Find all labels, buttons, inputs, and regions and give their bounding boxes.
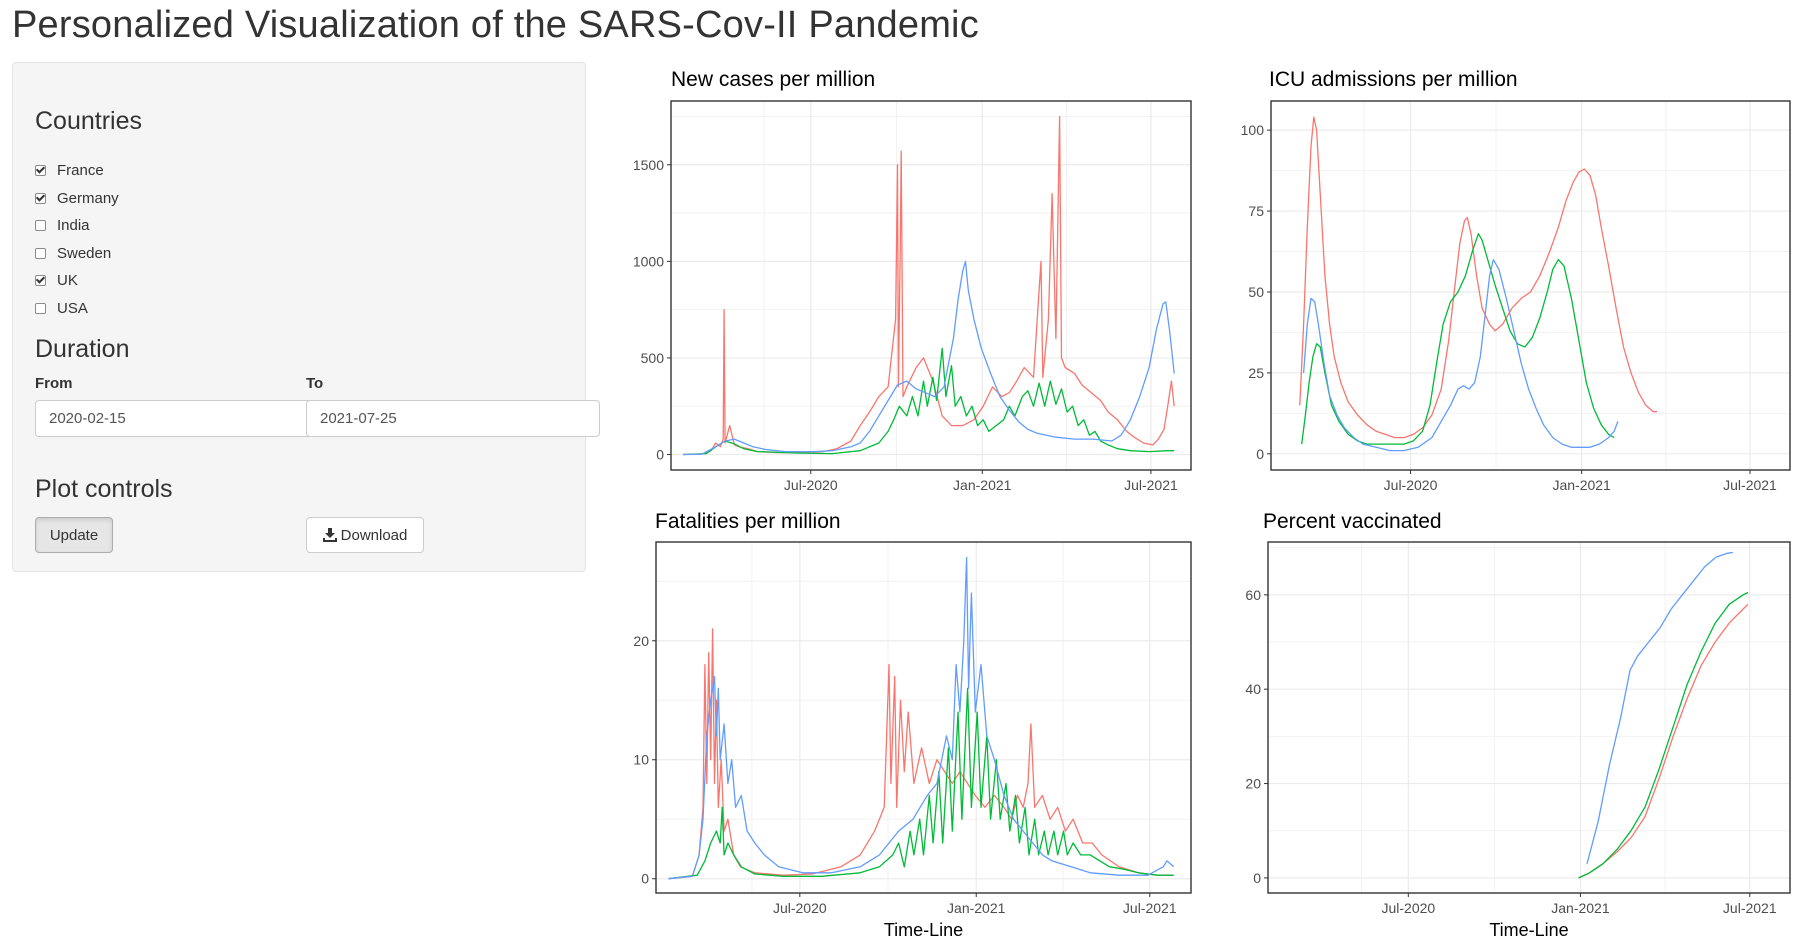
- country-label-usa: USA: [57, 299, 88, 317]
- chart-title: ICU admissions per million: [1269, 68, 1518, 91]
- download-button-label: Download: [340, 526, 408, 544]
- series-line-uk: [1586, 551, 1734, 864]
- y-tick-label: 40: [1245, 681, 1261, 697]
- country-checkbox-sweden[interactable]: Sweden: [35, 243, 111, 263]
- chart-title: Percent vaccinated: [1263, 510, 1442, 533]
- country-checkbox-germany[interactable]: Germany: [35, 188, 119, 208]
- y-tick-label: 20: [1245, 776, 1261, 792]
- x-tick-label: Jul-2020: [784, 477, 838, 493]
- checkbox-france[interactable]: [35, 164, 46, 176]
- from-date-input[interactable]: [35, 400, 329, 437]
- series-line-germany: [1301, 233, 1615, 445]
- country-checkbox-uk[interactable]: UK: [35, 270, 78, 290]
- y-tick-label: 1000: [633, 253, 664, 269]
- country-checkbox-india[interactable]: India: [35, 215, 90, 235]
- from-date-label: From: [35, 375, 73, 392]
- y-tick-label: 0: [1253, 870, 1261, 886]
- y-tick-label: 10: [633, 752, 649, 768]
- series-line-france: [683, 115, 1175, 456]
- x-tick-label: Jul-2021: [1723, 477, 1777, 493]
- series-line-uk: [668, 556, 1175, 880]
- country-label-germany: Germany: [57, 189, 119, 207]
- y-tick-label: 75: [1248, 203, 1264, 219]
- country-checkbox-usa[interactable]: USA: [35, 298, 88, 318]
- y-tick-label: 0: [641, 871, 649, 887]
- chart-fatalities: 0 10 20 Jul-2020 Jan-2021 Jul-2021 Fatalities …: [633, 510, 1192, 940]
- plot-border: [1267, 541, 1791, 894]
- chart-icu-admissions: 0 25 50 75 100 Jul-2020 Jan-2021 Jul-2021 ICU ad…: [1241, 68, 1791, 493]
- plot-border: [1270, 100, 1791, 471]
- country-label-sweden: Sweden: [57, 244, 112, 262]
- sidebar-panel: Countries France Germany India Sweden UK…: [12, 62, 600, 572]
- series-line-germany: [683, 347, 1175, 456]
- y-tick-label: 20: [633, 633, 649, 649]
- x-tick-label: Jul-2020: [1381, 900, 1435, 916]
- series-line-france: [668, 628, 1174, 880]
- x-tick-label: Jan-2021: [1551, 900, 1610, 916]
- y-tick-label: 1500: [633, 157, 664, 173]
- chart-title: New cases per million: [671, 68, 875, 91]
- plot-background: [671, 101, 1191, 470]
- x-tick-label: Jul-2021: [1124, 477, 1178, 493]
- y-tick-label: 100: [1241, 122, 1265, 138]
- plot-background: [1271, 101, 1790, 470]
- country-label-france: France: [57, 161, 104, 179]
- series-line-uk: [1302, 258, 1619, 452]
- update-button[interactable]: Update: [35, 517, 113, 553]
- plot-controls-section-title: Plot controls: [35, 475, 173, 503]
- country-label-uk: UK: [57, 271, 78, 289]
- series-line-uk: [683, 260, 1175, 456]
- x-tick-label: Jan-2021: [953, 477, 1012, 493]
- checkbox-germany[interactable]: [35, 192, 46, 204]
- x-axis-label: Time-Line: [884, 920, 963, 940]
- country-checkbox-france[interactable]: France: [35, 160, 104, 180]
- x-axis-label: Time-Line: [1489, 920, 1568, 940]
- x-tick-label: Jul-2020: [1384, 477, 1438, 493]
- y-tick-label: 0: [1256, 446, 1264, 462]
- y-tick-label: 50: [1248, 284, 1264, 300]
- checkbox-uk[interactable]: [35, 274, 46, 286]
- y-tick-label: 60: [1245, 587, 1261, 603]
- series-line-france: [1299, 116, 1657, 439]
- chart-percent-vaccinated: 0 20 40 60 Jul-2020 Jan-2021 Jul-2021 Percent v…: [1245, 510, 1791, 940]
- app-title: Personalized Visualization of the SARS-C…: [12, 4, 979, 46]
- plot-border: [655, 541, 1192, 894]
- to-date-input[interactable]: [306, 400, 600, 437]
- x-tick-label: Jan-2021: [947, 900, 1006, 916]
- plot-background: [656, 542, 1191, 893]
- download-icon: [322, 528, 337, 542]
- x-tick-label: Jul-2020: [773, 900, 827, 916]
- chart-title: Fatalities per million: [655, 510, 841, 533]
- x-tick-label: Jul-2021: [1723, 900, 1777, 916]
- update-button-label: Update: [49, 526, 99, 544]
- x-tick-label: Jul-2021: [1123, 900, 1177, 916]
- countries-section-title: Countries: [35, 107, 142, 135]
- y-tick-label: 0: [656, 447, 664, 463]
- series-line-germany: [1578, 591, 1749, 879]
- chart-new-cases: 0 500 1000 1500 Jul-2020 Jan-2021 Jul-2021 New …: [633, 68, 1192, 493]
- duration-section-title: Duration: [35, 335, 130, 363]
- series-line-germany: [668, 687, 1174, 880]
- checkbox-india[interactable]: [35, 219, 46, 231]
- plot-border: [670, 100, 1192, 471]
- download-button[interactable]: Download: [306, 517, 424, 553]
- checkbox-usa[interactable]: [35, 302, 46, 314]
- plot-background: [1268, 542, 1790, 893]
- checkbox-sweden[interactable]: [35, 247, 46, 259]
- country-label-india: India: [57, 216, 90, 234]
- y-tick-label: 500: [641, 350, 665, 366]
- to-date-label: To: [306, 375, 324, 392]
- y-tick-label: 25: [1248, 365, 1264, 381]
- x-tick-label: Jan-2021: [1552, 477, 1611, 493]
